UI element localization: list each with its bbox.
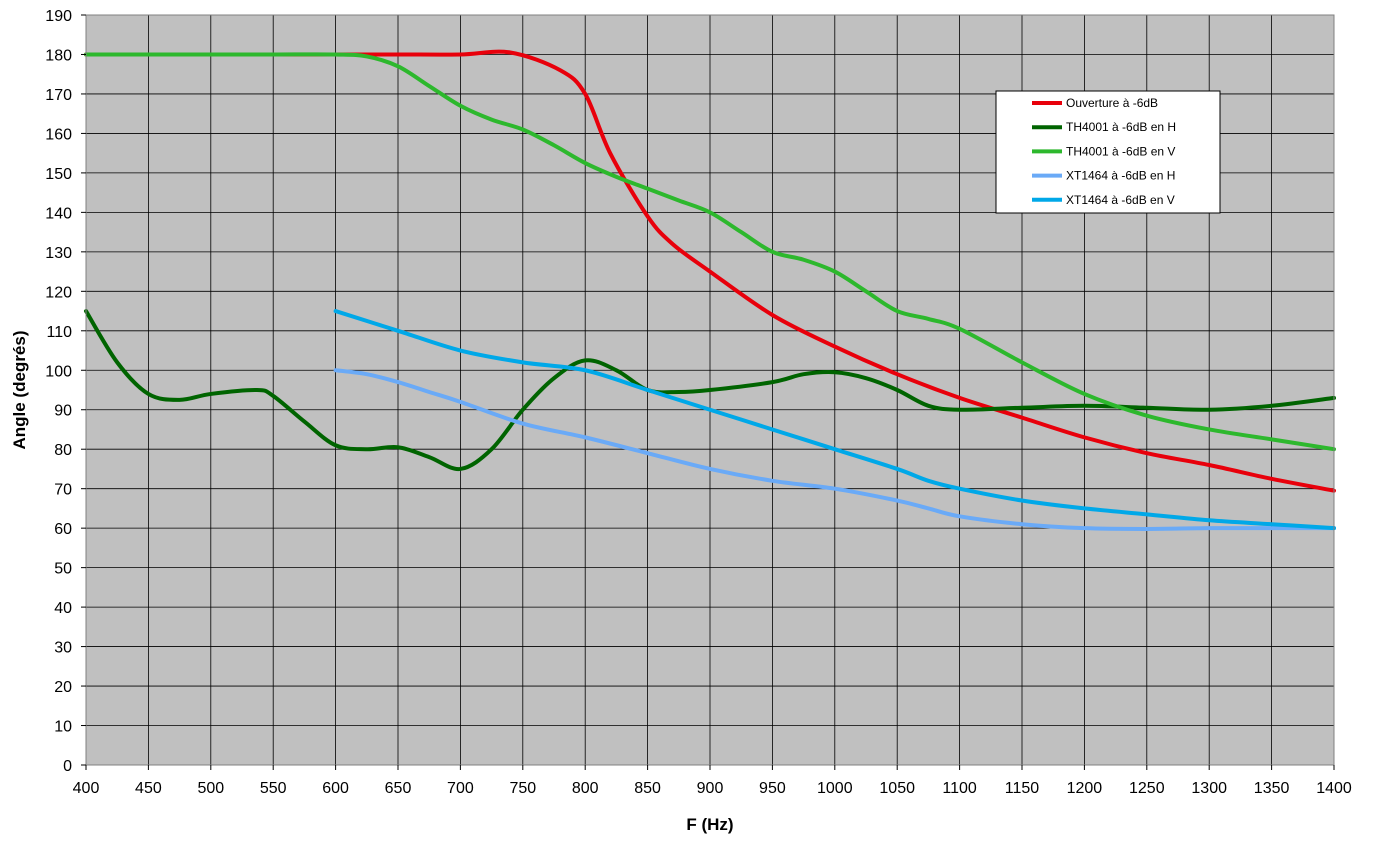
x-tick-label: 1300 <box>1191 780 1227 797</box>
x-tick-label: 450 <box>135 780 162 797</box>
x-tick-label: 1400 <box>1316 780 1352 797</box>
y-tick-label: 30 <box>54 640 72 657</box>
legend-label: TH4001 à -6dB en V <box>1066 144 1175 158</box>
x-tick-label: 700 <box>447 780 474 797</box>
y-tick-label: 150 <box>45 166 72 183</box>
y-tick-label: 60 <box>54 521 72 538</box>
x-tick-label: 400 <box>73 780 100 797</box>
y-tick-label: 0 <box>63 758 72 775</box>
y-tick-label: 40 <box>54 600 72 617</box>
y-tick-label: 100 <box>45 363 72 380</box>
x-tick-label: 1150 <box>1005 780 1040 797</box>
y-axis-title: Angle (degrés) <box>10 330 29 449</box>
y-tick-label: 140 <box>45 205 72 222</box>
x-tick-label: 1050 <box>879 780 915 797</box>
x-tick-label: 650 <box>385 780 412 797</box>
y-tick-label: 170 <box>45 87 72 104</box>
y-tick-label: 10 <box>54 719 72 736</box>
legend-label: TH4001 à -6dB en H <box>1066 120 1176 134</box>
legend: Ouverture à -6dB TH4001 à -6dB en H TH4001… <box>995 90 1221 214</box>
x-tick-label: 1200 <box>1067 780 1103 797</box>
x-tick-label: 1000 <box>817 780 853 797</box>
series-line-th4001-v <box>84 52 1336 452</box>
y-tick-label: 110 <box>46 324 72 341</box>
x-tick-label: 600 <box>322 780 349 797</box>
x-tick-label: 850 <box>634 780 661 797</box>
series-line-xt1464-h <box>333 368 1336 531</box>
series-line-xt1464-v <box>333 309 1336 531</box>
x-tick-label: 1100 <box>942 780 977 797</box>
x-tick-label: 950 <box>759 780 786 797</box>
y-tick-label: 130 <box>45 245 72 262</box>
y-tick-labels: 0 10 20 30 40 50 60 70 80 90 100 110 120 130 140 150 160… <box>45 8 86 775</box>
legend-label: Ouverture à -6dB <box>1066 96 1158 110</box>
x-tick-label: 750 <box>509 780 536 797</box>
series-line-ouverture <box>84 49 1336 493</box>
y-tick-label: 120 <box>45 284 72 301</box>
legend-label: XT1464 à -6dB en H <box>1066 169 1175 183</box>
y-tick-label: 160 <box>45 126 72 143</box>
x-tick-label: 550 <box>260 780 287 797</box>
y-tick-label: 90 <box>54 403 72 420</box>
x-tick-label: 1350 <box>1254 780 1290 797</box>
y-tick-label: 20 <box>54 679 72 696</box>
series-line-th4001-h <box>84 309 1336 471</box>
y-tick-label: 180 <box>45 47 72 64</box>
x-tick-label: 500 <box>197 780 224 797</box>
x-tick-label: 900 <box>697 780 724 797</box>
x-tick-labels: 400 450 500 550 600 650 700 750 800 850 900 950 1000… <box>73 765 1352 797</box>
y-tick-label: 190 <box>45 8 72 25</box>
y-tick-label: 70 <box>54 482 72 499</box>
series-layer <box>84 49 1336 531</box>
x-axis-title: F (Hz) <box>686 815 733 834</box>
y-tick-label: 50 <box>54 561 72 578</box>
x-tick-label: 800 <box>572 780 599 797</box>
legend-label: XT1464 à -6dB en V <box>1066 193 1175 207</box>
x-tick-label: 1250 <box>1129 780 1165 797</box>
y-tick-label: 80 <box>54 442 72 459</box>
